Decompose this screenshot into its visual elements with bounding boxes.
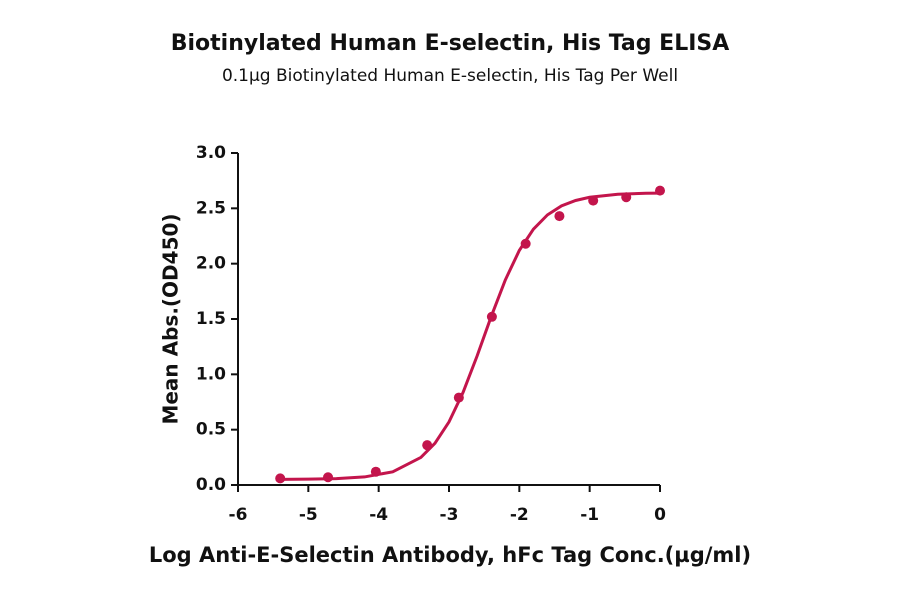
- data-point: [520, 238, 531, 249]
- x-tick-label: -1: [580, 505, 599, 525]
- chart-subtitle: 0.1µg Biotinylated Human E-selectin, His…: [222, 66, 678, 86]
- x-tick-label: 0: [654, 505, 666, 525]
- y-tick-label: 1.5: [196, 309, 226, 329]
- data-point: [655, 185, 665, 196]
- y-tick-label: 3.0: [196, 143, 226, 163]
- x-tick-label: -5: [299, 505, 318, 525]
- y-axis-label: Mean Abs.(OD450): [159, 213, 183, 424]
- data-point: [453, 392, 464, 403]
- y-tick-label: 2.0: [196, 254, 226, 274]
- y-tick-label: 1.0: [196, 364, 226, 384]
- y-tick-label: 0.5: [196, 420, 226, 440]
- x-tick-label: -6: [229, 505, 248, 525]
- y-tick-label: 0.0: [196, 475, 226, 495]
- data-point: [422, 440, 433, 451]
- x-axis-label: Log Anti-E-Selectin Antibody, hFc Tag Co…: [149, 543, 751, 567]
- x-tick-label: -3: [440, 505, 459, 525]
- y-tick-label: 2.5: [196, 198, 226, 218]
- fit-curve: [280, 191, 661, 481]
- x-tick-label: -2: [510, 505, 529, 525]
- data-point: [323, 472, 334, 483]
- data-point: [370, 466, 381, 477]
- x-tick-label: -4: [369, 505, 388, 525]
- data-point: [486, 311, 497, 322]
- data-point: [621, 192, 632, 203]
- data-point: [275, 473, 286, 484]
- data-point: [554, 211, 565, 222]
- chart-title: Biotinylated Human E-selectin, His Tag E…: [171, 31, 730, 56]
- data-point: [588, 195, 599, 206]
